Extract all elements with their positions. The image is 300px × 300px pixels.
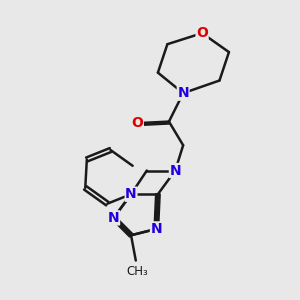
Text: CH₃: CH₃ bbox=[127, 265, 148, 278]
Text: N: N bbox=[177, 86, 189, 100]
Text: O: O bbox=[196, 26, 208, 40]
Text: N: N bbox=[108, 211, 119, 225]
Text: O: O bbox=[131, 116, 143, 130]
Text: N: N bbox=[151, 222, 162, 236]
Text: N: N bbox=[169, 164, 181, 178]
Text: N: N bbox=[125, 187, 137, 201]
